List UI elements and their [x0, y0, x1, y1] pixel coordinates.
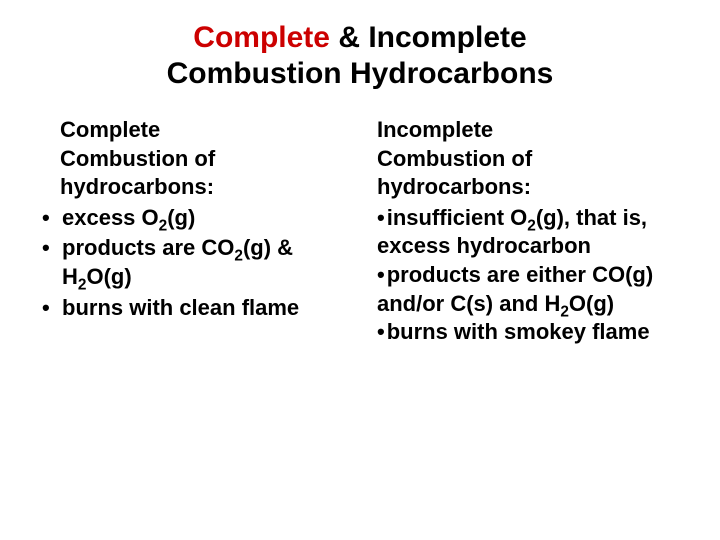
- right-heading-l3: hydrocarbons:: [377, 174, 531, 199]
- left-bullet-1: excess O2(g): [40, 204, 353, 233]
- right-heading-l1: Incomplete: [377, 117, 493, 142]
- title-ampersand: &: [338, 21, 360, 54]
- slide-title: Complete & Incomplete Combustion Hydroca…: [30, 20, 690, 92]
- left-b2-sub1: 2: [234, 248, 243, 265]
- right-b3-text: burns with smokey flame: [387, 319, 650, 344]
- left-b2-post: O(g): [86, 264, 131, 289]
- right-b1-sub: 2: [527, 217, 536, 234]
- left-bullet-3: burns with clean flame: [40, 294, 353, 323]
- left-b1-pre: excess O: [62, 205, 159, 230]
- content-columns: Complete Combustion of hydrocarbons: exc…: [30, 116, 690, 347]
- left-b2-pre: products are CO: [62, 235, 234, 260]
- left-b3-text: burns with clean flame: [62, 295, 299, 320]
- title-word-complete: Complete: [193, 21, 330, 54]
- left-b1-sub: 2: [159, 217, 168, 234]
- right-heading: Incomplete Combustion of hydrocarbons:: [377, 116, 690, 202]
- left-bullet-2: products are CO2(g) & H2O(g): [40, 234, 353, 291]
- title-line2: Combustion Hydrocarbons: [167, 57, 554, 90]
- left-heading-l1: Complete: [60, 117, 160, 142]
- right-bullet-2: products are either CO(g) and/or C(s) an…: [377, 261, 690, 318]
- right-heading-l2: Combustion of: [377, 146, 532, 171]
- left-heading: Complete Combustion of hydrocarbons:: [40, 116, 353, 202]
- left-b1-post: (g): [167, 205, 195, 230]
- left-heading-l2: Combustion of: [60, 146, 215, 171]
- left-heading-l3: hydrocarbons:: [60, 174, 214, 199]
- right-column: Incomplete Combustion of hydrocarbons: i…: [377, 116, 690, 347]
- right-bullet-3: burns with smokey flame: [377, 318, 690, 347]
- right-b2-post: O(g): [569, 291, 614, 316]
- left-bullet-list: excess O2(g) products are CO2(g) & H2O(g…: [40, 204, 353, 322]
- right-bullet-1: insufficient O2(g), that is, excess hydr…: [377, 204, 690, 261]
- right-b1-pre: insufficient O: [387, 205, 528, 230]
- title-word-incomplete: Incomplete: [368, 21, 526, 54]
- left-column: Complete Combustion of hydrocarbons: exc…: [30, 116, 353, 347]
